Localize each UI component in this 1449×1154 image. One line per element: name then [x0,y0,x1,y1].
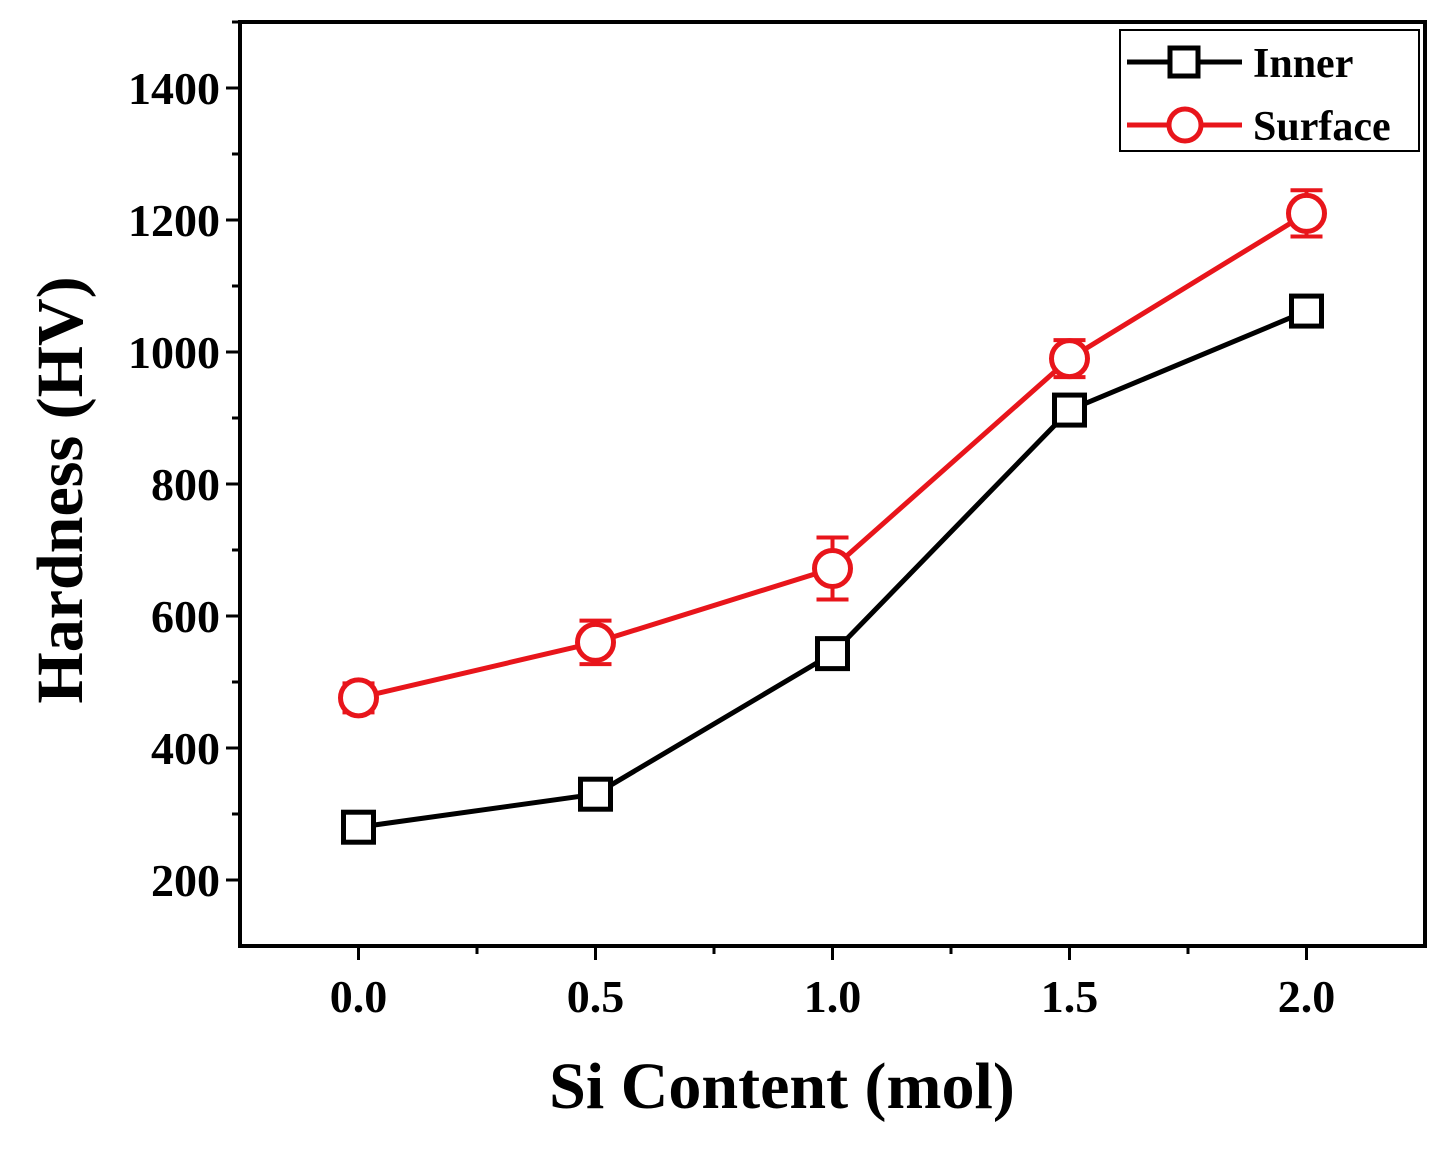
series-inner [341,293,1324,845]
legend-inner-marker [1167,45,1201,79]
y-tick-label-3: 800 [151,459,220,510]
surface-point [1049,338,1090,380]
x-tick-label-0: 0.0 [330,971,388,1022]
legend: Inner Surface [1119,29,1420,152]
series-surface [338,188,1327,719]
inner-point [1289,293,1324,329]
surface-line [357,211,1308,701]
y-tick-label-6: 1400 [128,63,220,114]
y-tick-label-2: 600 [151,591,220,642]
ticks: 0.0 0.5 1.0 1.5 2.0 200 400 600 800 1000 1200 1400 [128,20,1336,1022]
inner-point [815,636,850,672]
series [338,188,1327,845]
axes [238,20,1427,948]
legend-surface-label: Surface [1253,104,1391,150]
x-axis-title: Si Content (mol) [549,1050,1015,1123]
legend-inner-label: Inner [1253,41,1353,87]
surface-point [812,547,853,589]
surface-point [338,677,379,719]
surface-point [1286,192,1327,234]
x-tick-label-1: 0.5 [567,971,625,1022]
y-tick-label-4: 1000 [128,327,220,378]
y-tick-label-1: 400 [151,723,220,774]
legend-surface-marker [1166,106,1204,144]
x-tick-label-4: 2.0 [1278,971,1336,1022]
inner-point [578,776,613,812]
x-tick-label-2: 1.0 [804,971,862,1022]
inner-point [341,809,376,845]
plot-frame [238,20,1427,948]
surface-point [575,621,616,663]
y-tick-label-5: 1200 [128,195,220,246]
inner-point [1052,392,1087,428]
y-tick-label-0: 200 [151,855,220,906]
x-tick-label-3: 1.5 [1041,971,1099,1022]
y-axis-title: Hardness (HV) [24,276,97,703]
